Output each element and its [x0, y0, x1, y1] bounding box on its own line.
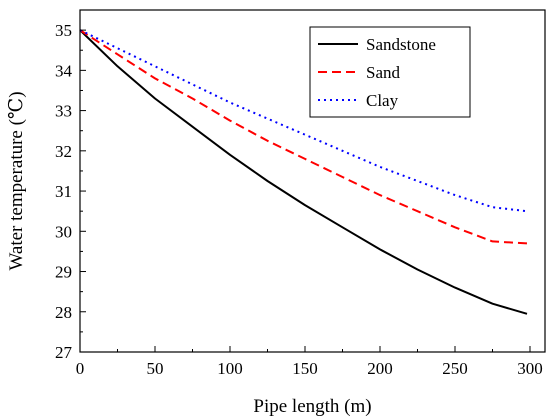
legend: Sandstone Sand Clay — [309, 26, 471, 118]
y-tick-label: 29 — [55, 263, 72, 282]
x-tick-label: 250 — [442, 359, 468, 378]
legend-label-clay: Clay — [366, 91, 399, 110]
series-line-sand — [79, 29, 528, 245]
y-axis-title: Water temperature (℃) — [6, 91, 27, 270]
y-tick-label: 31 — [55, 182, 72, 201]
x-tick-label: 50 — [147, 359, 164, 378]
y-tick-label: 28 — [55, 303, 72, 322]
x-tick-label: 100 — [217, 359, 243, 378]
y-tick-label: 33 — [55, 102, 72, 121]
x-tick-label: 0 — [76, 359, 85, 378]
y-tick-label: 34 — [55, 61, 73, 80]
series-layer — [79, 29, 528, 315]
y-tick-label: 27 — [55, 343, 73, 362]
y-tick-label: 35 — [55, 21, 72, 40]
x-tick-label: 150 — [292, 359, 318, 378]
x-tick-label: 200 — [367, 359, 393, 378]
series-line-clay — [79, 29, 528, 213]
y-tick-label: 30 — [55, 222, 72, 241]
legend-label-sand: Sand — [366, 63, 401, 82]
legend-label-sandstone: Sandstone — [366, 35, 436, 54]
series-line-sandstone — [79, 29, 528, 315]
x-axis-title: Pipe length (m) — [253, 396, 371, 417]
x-tick-label: 300 — [517, 359, 543, 378]
ticks-layer: 0 50 100 150 200 250 300 27 28 29 30 31 32 33 34 35 — [55, 21, 543, 378]
y-tick-label: 32 — [55, 142, 72, 161]
plot-frame — [79, 9, 546, 353]
